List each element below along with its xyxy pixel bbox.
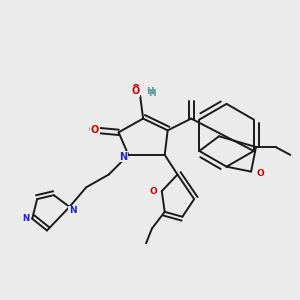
Text: N: N (22, 214, 29, 223)
Text: N: N (69, 206, 76, 215)
Text: O: O (91, 125, 99, 135)
Text: N: N (119, 152, 128, 162)
Text: O: O (89, 125, 97, 135)
Text: O: O (149, 187, 157, 196)
Text: O: O (255, 170, 263, 179)
Text: N: N (22, 214, 29, 223)
Text: O: O (148, 188, 156, 197)
Text: H: H (146, 87, 154, 96)
Text: N: N (118, 152, 127, 162)
Text: O: O (131, 84, 140, 94)
Text: O: O (256, 169, 264, 178)
Text: N: N (69, 206, 76, 215)
Text: H: H (148, 88, 156, 98)
Text: O: O (131, 86, 140, 96)
